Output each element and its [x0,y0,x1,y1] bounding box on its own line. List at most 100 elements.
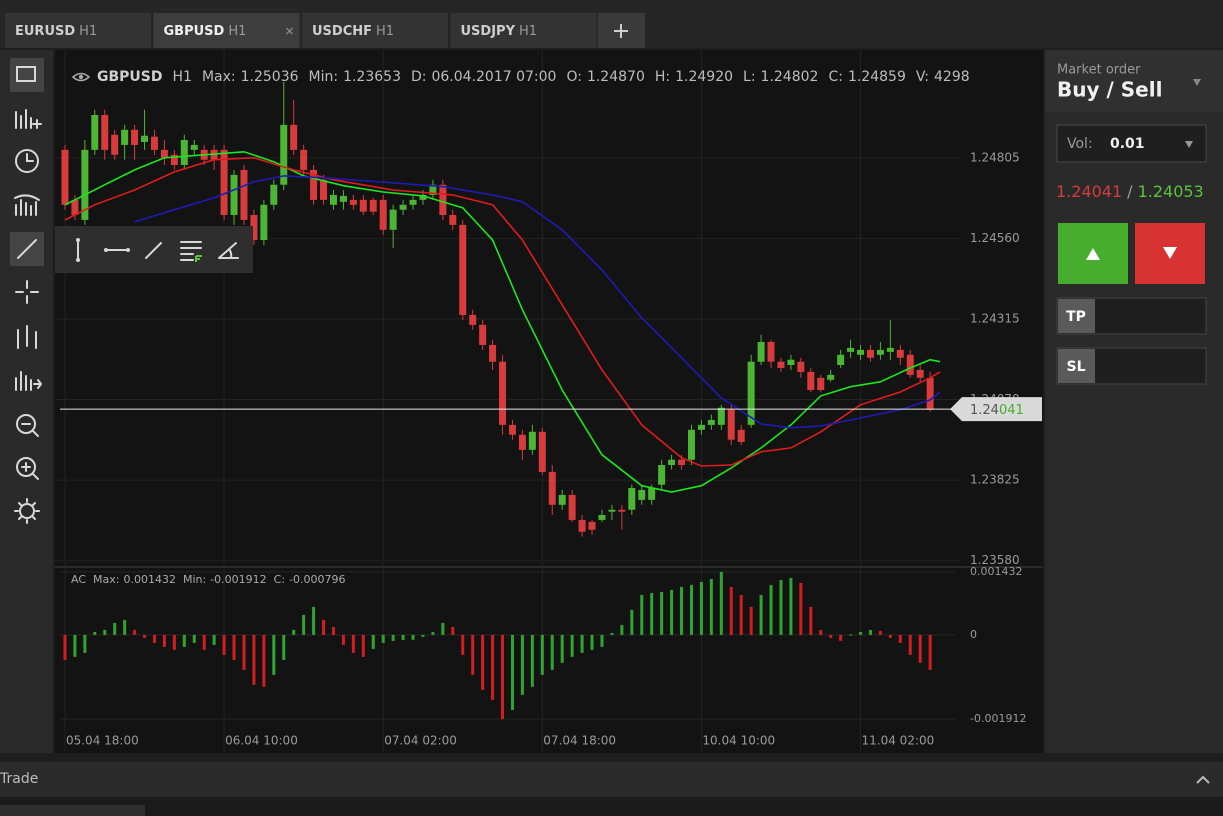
ac-bar [769,584,773,635]
ac-bar [302,614,306,635]
candle-body [876,349,884,355]
ac-bar [680,586,684,635]
tool-window[interactable] [16,66,36,82]
draw-fibonacci[interactable] [180,241,202,261]
candle-body [379,199,387,230]
ac-bar [431,631,435,635]
candle-body [141,135,149,142]
collapse-icon[interactable] [1196,775,1210,784]
ac-bar [640,594,644,635]
stop-loss-toggle[interactable] [1058,349,1095,383]
tool-add-indicator[interactable] [15,109,42,129]
tool-settings-teeth [14,498,40,524]
stat-value: 1.23653 [343,69,401,85]
ac-bar [172,634,176,650]
bottom-tab[interactable] [0,805,145,816]
candle-body [737,429,745,442]
tool-clock[interactable] [15,149,39,173]
tool-crosshair[interactable] [15,280,39,304]
tool-zoom-out[interactable] [16,414,36,434]
tool-candles[interactable] [17,325,37,349]
candle-body [926,377,934,410]
ac-bar [441,622,445,635]
order-mode-selector[interactable] [1045,50,1223,112]
candle-body [121,129,129,145]
ac-bar [123,619,127,635]
ac-bar [600,634,604,647]
tool-shift[interactable] [15,371,43,391]
tool-line[interactable] [17,239,37,259]
tab[interactable] [5,13,151,48]
draw-fibonacci-f [195,255,202,262]
ac-bar [709,578,713,635]
ac-bar [411,634,415,640]
ac-bar [152,634,156,643]
candle-body [61,149,69,205]
candle-body [668,459,676,465]
tab-close[interactable] [286,27,293,35]
draw-trend-line[interactable] [145,242,162,259]
stat-value: 1.24859 [848,69,906,85]
stat-label: C: [828,69,843,85]
ac-stat-value: -0.000796 [289,573,345,586]
ac-tick-label: 0.001432 [970,565,1023,578]
ac-bar [371,634,375,649]
sell-arrow [1163,247,1177,259]
ac-title: AC [71,573,86,586]
candle-body [757,341,765,362]
candle-body [687,429,695,460]
tool-settings[interactable] [19,503,35,519]
candle-body [638,490,646,500]
plot: 05.04 18:00 06.04 10:00 07.04 02:00 07.04 1… [55,50,1043,752]
candle-body [180,140,188,165]
ac-bar [898,634,902,643]
candle-body [717,407,725,425]
candle-body [767,341,775,362]
candle-body [399,204,407,210]
candle-body [518,434,526,450]
ac-bar [212,634,216,645]
tool-chart-type[interactable] [14,194,40,216]
trade-panel-title: Trade [0,771,38,787]
tab[interactable] [450,13,597,48]
moving-average [134,175,941,429]
candle-body [807,371,815,390]
visibility-icon[interactable] [71,72,91,82]
stat-value: 1.24802 [761,69,819,85]
tabs: EURUSD H1 GBPUSD H1 USDCHF H1 USDJPY H1 [5,13,597,48]
trade-panel-bar[interactable] [0,762,1223,797]
ac-bar [341,634,345,645]
draw-dot [104,248,108,252]
tab[interactable] [153,13,300,48]
tab-label: EURUSD H1 [15,24,97,39]
quote: 1.24041 / 1.24053 [1056,182,1204,201]
candle-body [558,494,566,505]
ac-bar [789,577,793,635]
ac-bar [650,592,654,635]
ac-bar [63,634,67,660]
stat-value: 4298 [934,69,970,85]
bottom-strip [0,800,1223,816]
candle-body [260,204,268,240]
candle-body [837,354,845,365]
ac-bar [182,634,186,647]
ac-bar [133,629,137,635]
ac-bar [580,634,584,653]
volume-field[interactable] [1056,124,1207,163]
moving-average [64,150,941,493]
tab[interactable] [302,13,448,48]
take-profit-toggle[interactable] [1058,299,1095,333]
candle-body [678,459,686,465]
ac-header: AC Max: 0.001432 Min: -0.001912 C: -0.000796 [71,573,346,586]
ac-bar [312,606,316,635]
x-tick-label: 11.04 02:00 [862,734,935,748]
candle-body [240,169,248,220]
order-panel [1045,50,1223,753]
draw-angle[interactable] [218,242,239,259]
tool-zoom-in[interactable] [16,457,36,477]
chart-timeframe: H1 [173,69,192,85]
candle-body [280,124,288,185]
ac-bar [759,594,763,635]
x-tick-label: 06.04 10:00 [225,734,298,748]
tab-timeframe: H1 [519,24,537,39]
